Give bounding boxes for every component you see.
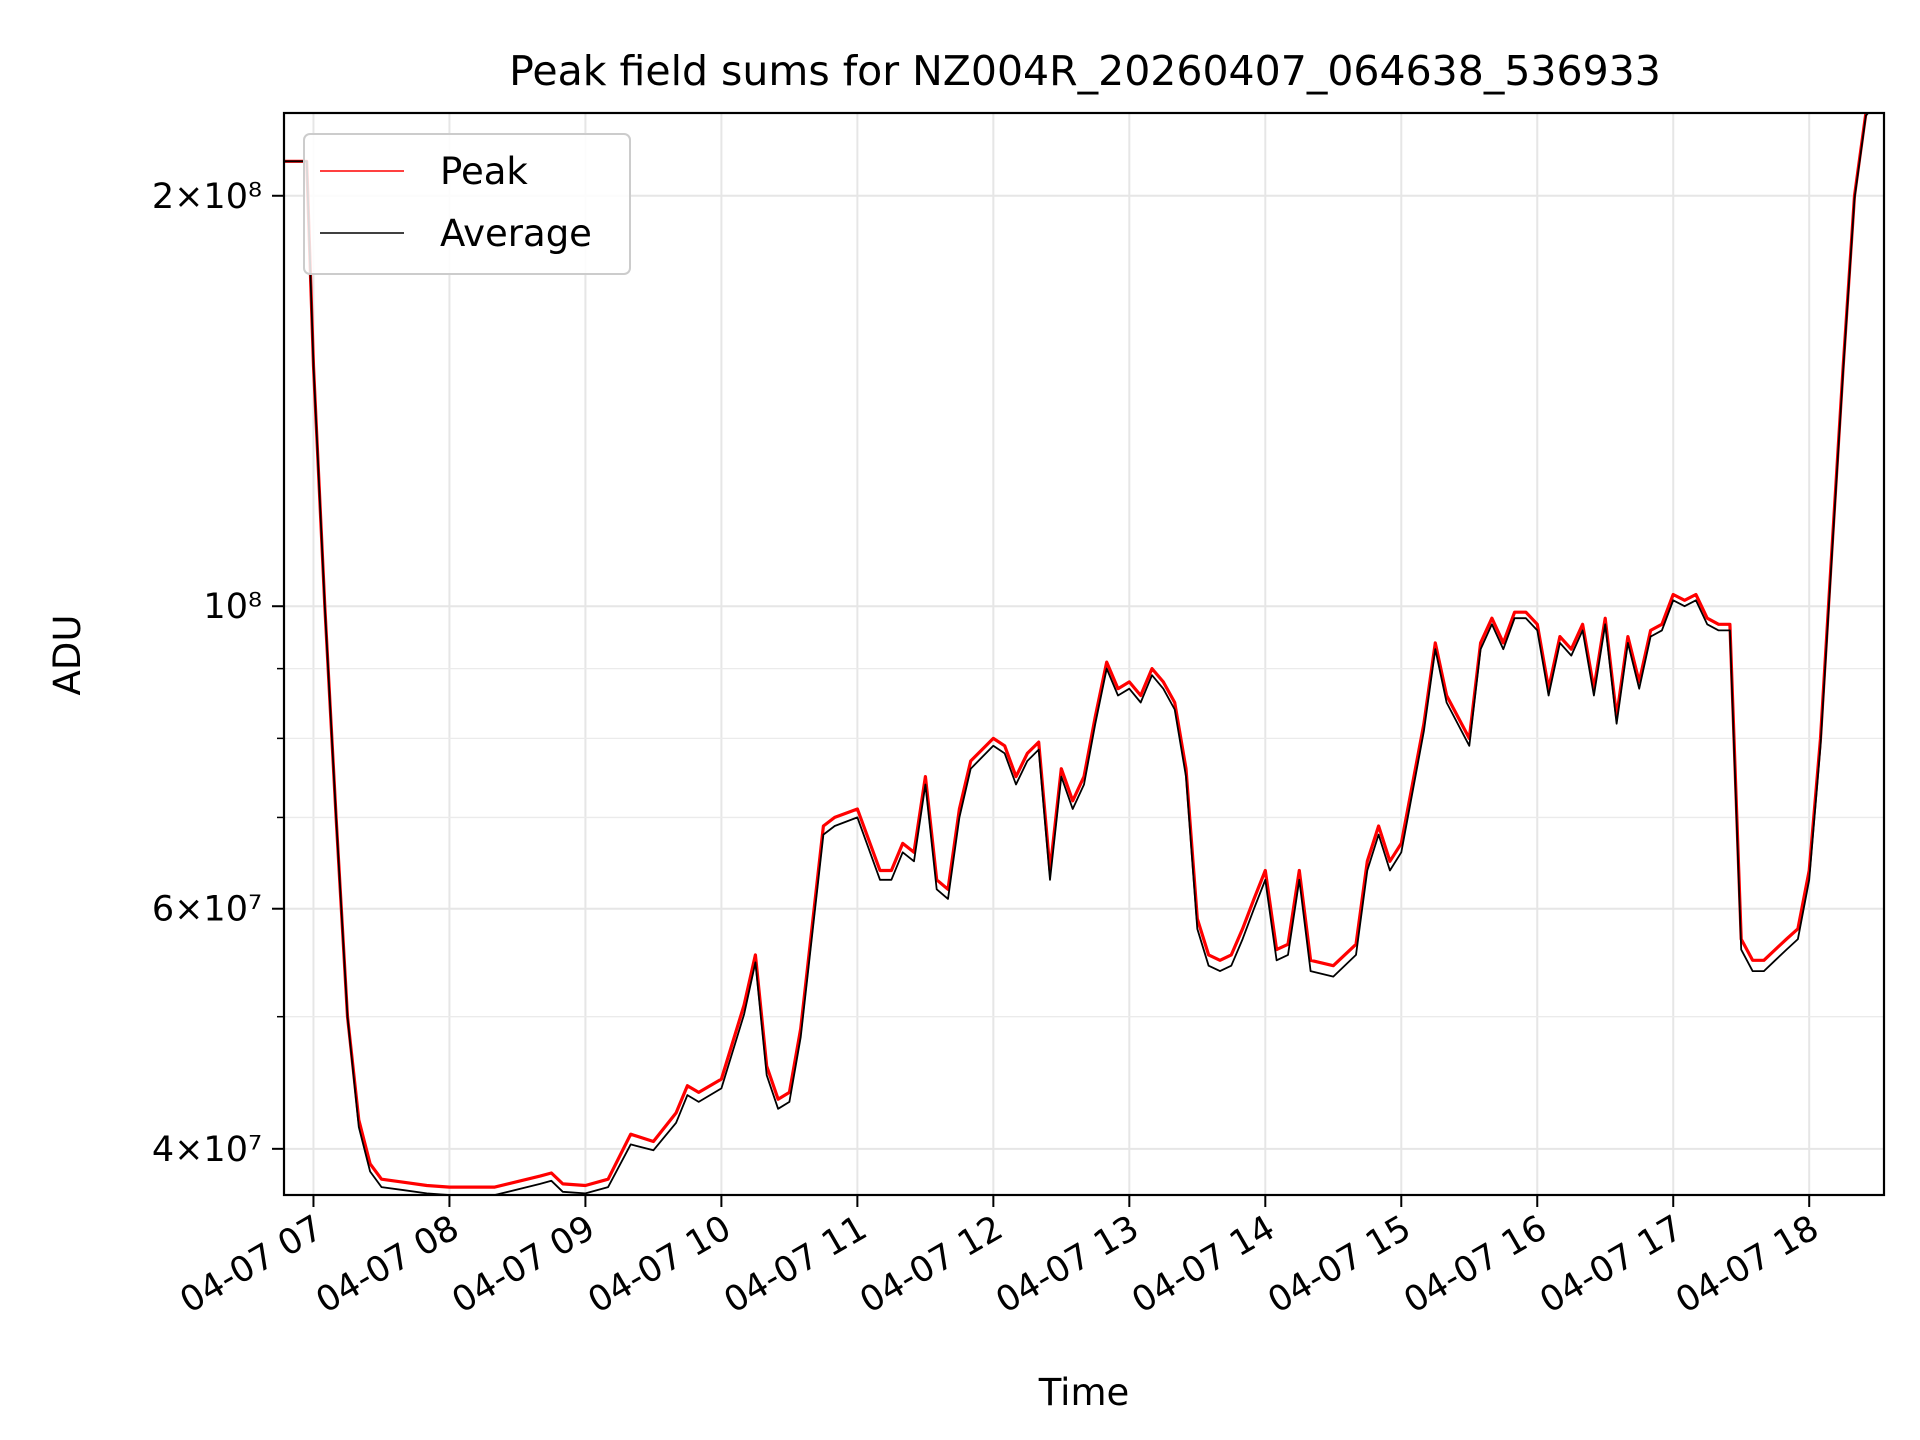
y-tick-label: 2×10⁸ xyxy=(152,177,262,217)
series-line-peak xyxy=(284,113,1869,1189)
chart-title: Peak field sums for NZ004R_20260407_0646… xyxy=(509,47,1661,95)
grid xyxy=(284,113,1884,1195)
y-tick-label: 10⁸ xyxy=(203,587,262,627)
legend-label-peak: Peak xyxy=(440,150,528,193)
y-axis-label: ADU xyxy=(46,615,89,696)
legend-box xyxy=(303,133,631,275)
plot-frame xyxy=(282,111,1886,1197)
series-layer xyxy=(284,113,1870,1195)
y-tick-label: 4×10⁷ xyxy=(152,1130,262,1170)
legend: Peak Average xyxy=(303,133,631,275)
legend-label-average: Average xyxy=(440,212,592,255)
y-axis: 4×10⁷ 6×10⁷ 10⁸ 2×10⁸ xyxy=(152,177,284,1170)
y-tick-label: 6×10⁷ xyxy=(152,890,262,930)
series-line-average xyxy=(284,113,1870,1195)
x-axis-label: Time xyxy=(1038,1371,1130,1414)
minor-grid xyxy=(284,667,1884,1018)
